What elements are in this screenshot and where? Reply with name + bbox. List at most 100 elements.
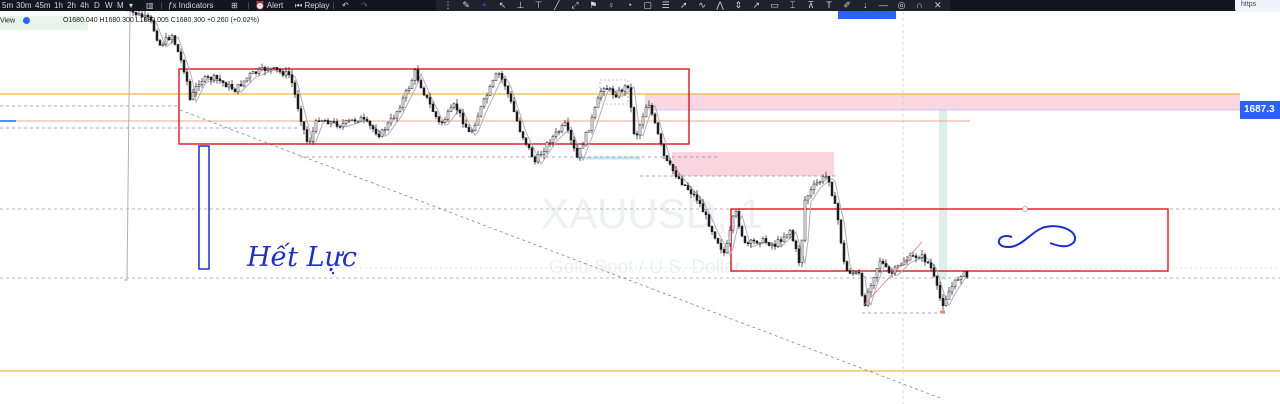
candle-body[interactable]: [227, 84, 231, 88]
candle-body[interactable]: [608, 88, 612, 90]
candle-body[interactable]: [467, 127, 471, 133]
candle-body[interactable]: [158, 40, 162, 46]
candle-body[interactable]: [884, 263, 888, 267]
candle-body[interactable]: [398, 107, 402, 112]
candle-body[interactable]: [569, 130, 573, 141]
candle-body[interactable]: [554, 131, 558, 137]
candle-body[interactable]: [191, 92, 195, 100]
candle-body[interactable]: [845, 261, 849, 271]
candle-body[interactable]: [176, 44, 180, 53]
browser-tab-edge[interactable]: https: [1235, 0, 1280, 12]
candle-body[interactable]: [512, 101, 516, 113]
candle-body[interactable]: [476, 115, 480, 126]
candle-body[interactable]: [500, 73, 504, 80]
candle-body[interactable]: [584, 132, 588, 146]
candle-body[interactable]: [596, 97, 600, 108]
arrow-tool-icon[interactable]: ↗: [752, 0, 761, 10]
candle-body[interactable]: [443, 119, 447, 123]
candle-body[interactable]: [167, 37, 171, 41]
candle-body[interactable]: [767, 242, 771, 246]
timeframe-5m[interactable]: 5m: [2, 1, 14, 10]
candle-body[interactable]: [332, 121, 336, 123]
candle-body[interactable]: [623, 85, 627, 92]
candle-body[interactable]: [842, 242, 846, 262]
candle-body[interactable]: [734, 210, 738, 217]
candle-body[interactable]: [929, 262, 933, 269]
candle-body[interactable]: [389, 118, 393, 124]
candle-body[interactable]: [284, 71, 288, 76]
candle-body[interactable]: [743, 235, 747, 243]
timeframe-m[interactable]: M: [117, 1, 124, 10]
candle-body[interactable]: [821, 176, 825, 183]
candle-body[interactable]: [152, 20, 156, 32]
price-range-icon[interactable]: ⇕: [734, 0, 743, 10]
supply-zone-upper[interactable]: [645, 94, 1240, 110]
pattern-icon[interactable]: ⋀: [716, 0, 724, 10]
candle-body[interactable]: [185, 71, 189, 82]
blue-vertical-box[interactable]: [198, 145, 210, 270]
candle-body[interactable]: [689, 189, 693, 195]
candle-body[interactable]: [215, 74, 219, 80]
candle-body[interactable]: [863, 295, 867, 306]
handwriting-squiggle[interactable]: [997, 225, 1077, 249]
candle-body[interactable]: [299, 108, 303, 122]
candle-body[interactable]: [392, 117, 396, 120]
measure-icon[interactable]: ⌶: [789, 0, 796, 10]
candle-body[interactable]: [278, 69, 282, 72]
vertical-line-icon[interactable]: ⊥: [516, 0, 525, 10]
candle-body[interactable]: [431, 103, 435, 112]
candle-body[interactable]: [302, 121, 306, 130]
candle-body[interactable]: [581, 144, 585, 149]
candle-body[interactable]: [950, 286, 954, 293]
indicators-button[interactable]: ƒx Indicators: [168, 0, 213, 11]
candle-body[interactable]: [170, 35, 174, 41]
candle-body[interactable]: [311, 130, 315, 142]
note-icon[interactable]: ▢: [643, 0, 652, 10]
candle-body[interactable]: [539, 154, 543, 156]
candle-body[interactable]: [419, 80, 423, 89]
candle-body[interactable]: [413, 69, 417, 81]
candle-body[interactable]: [716, 238, 720, 244]
candle-body[interactable]: [917, 257, 921, 259]
candle-body[interactable]: [464, 123, 468, 128]
candle-body[interactable]: [605, 88, 609, 90]
candle-body[interactable]: [770, 243, 774, 246]
candle-body[interactable]: [281, 71, 285, 76]
minus-icon[interactable]: —: [878, 0, 888, 10]
candle-body[interactable]: [260, 67, 264, 70]
candle-body[interactable]: [530, 147, 534, 158]
candle-body[interactable]: [458, 109, 462, 114]
candle-body[interactable]: [731, 215, 735, 231]
candle-body[interactable]: [677, 176, 681, 179]
candle-body[interactable]: [236, 84, 240, 93]
candle-body[interactable]: [860, 272, 864, 296]
candle-body[interactable]: [737, 210, 741, 227]
candle-body[interactable]: [533, 156, 537, 163]
candle-body[interactable]: [758, 242, 762, 245]
candle-body[interactable]: [449, 107, 453, 112]
candle-body[interactable]: [881, 260, 885, 264]
candle-body[interactable]: [578, 147, 582, 158]
candle-body[interactable]: [593, 107, 597, 118]
candle-body[interactable]: [161, 43, 165, 46]
candle-body[interactable]: [518, 120, 522, 132]
replay-button[interactable]: ⏮ Replay: [295, 0, 329, 11]
text-tool-icon[interactable]: T: [826, 0, 832, 10]
candle-body[interactable]: [359, 116, 363, 122]
candle-body[interactable]: [254, 71, 258, 74]
candle-body[interactable]: [857, 271, 861, 274]
candle-body[interactable]: [653, 113, 657, 124]
timeframe-30m[interactable]: 30m: [16, 1, 32, 10]
candle-body[interactable]: [833, 195, 837, 204]
candle-body[interactable]: [308, 140, 312, 143]
candle-body[interactable]: [809, 189, 813, 197]
red-trend-1[interactable]: [863, 241, 923, 306]
candle-body[interactable]: [206, 76, 210, 78]
candle-body[interactable]: [575, 147, 579, 158]
candle-body[interactable]: [362, 116, 366, 120]
candle-body[interactable]: [932, 267, 936, 277]
candle-body[interactable]: [599, 91, 603, 99]
candle-body[interactable]: [668, 160, 672, 165]
candle-body[interactable]: [173, 35, 177, 45]
candle-body[interactable]: [704, 211, 708, 215]
